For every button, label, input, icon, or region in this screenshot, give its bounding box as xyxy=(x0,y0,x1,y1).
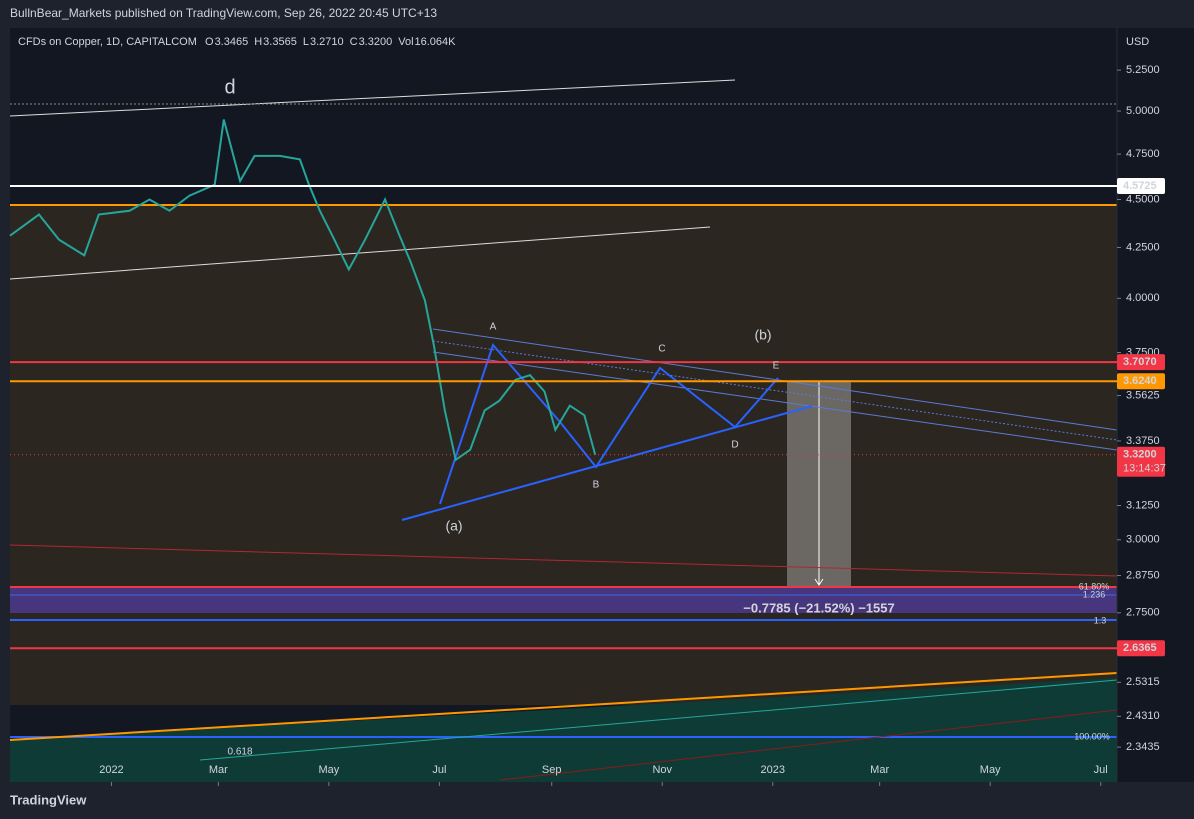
channel-line xyxy=(199,679,1118,761)
price-axis-bg xyxy=(1117,28,1194,782)
ohlc-value: 3.3465 xyxy=(215,36,249,48)
y-tick-label: 2.5315 xyxy=(1126,676,1160,688)
y-tick-label: 2.7500 xyxy=(1126,607,1160,619)
countdown: 13:14:37 xyxy=(1123,463,1166,475)
price-badge-label: 2.6365 xyxy=(1123,642,1157,654)
ohlc-name: Vol xyxy=(398,36,413,48)
ohlc-name: C xyxy=(350,36,358,48)
price-badge xyxy=(1117,446,1165,477)
annotation: 0.618 xyxy=(227,747,252,758)
channel-line xyxy=(432,351,1118,451)
annotation: A xyxy=(490,322,497,333)
price-badge-label: 3.6240 xyxy=(1123,375,1157,387)
y-tick-label: 4.2500 xyxy=(1126,241,1160,253)
trendline xyxy=(9,79,736,117)
annotation: 61.80% xyxy=(1079,581,1110,591)
footer-logo: TradingView xyxy=(10,792,87,807)
y-tick-label: 3.5625 xyxy=(1126,389,1160,401)
currency: USD xyxy=(1126,36,1149,48)
annotation: (b) xyxy=(754,327,771,343)
ohlc-value: 3.3200 xyxy=(359,36,393,48)
y-tick-label: 3.3750 xyxy=(1126,435,1160,447)
x-tick-label: 2023 xyxy=(761,764,785,776)
price-badge xyxy=(1117,354,1165,371)
y-tick-label: 2.3435 xyxy=(1126,741,1160,753)
annotation: (a) xyxy=(445,518,462,534)
y-tick-label: 2.4310 xyxy=(1126,710,1160,722)
x-tick-label: Nov xyxy=(652,764,672,776)
y-tick-label: 4.5000 xyxy=(1126,193,1160,205)
y-tick-label: 5.2500 xyxy=(1126,64,1160,76)
ohlc-name: H xyxy=(254,36,262,48)
ohlc-value: 16.064K xyxy=(415,36,457,48)
y-tick-label: 3.1250 xyxy=(1126,499,1160,511)
x-tick-label: Mar xyxy=(209,764,228,776)
price-badge-label: 3.7070 xyxy=(1123,356,1157,368)
annotation: −0.7785 (−21.52%) −1557 xyxy=(743,600,894,615)
x-tick-label: 2022 xyxy=(99,764,123,776)
annotation: d xyxy=(224,76,235,98)
annotation: E xyxy=(773,361,780,372)
price-badge-label: 3.3200 xyxy=(1123,449,1157,461)
channel-line xyxy=(432,328,1118,431)
x-tick-label: May xyxy=(318,764,339,776)
x-tick-label: Jul xyxy=(1094,764,1108,776)
fib-zone xyxy=(10,587,1117,613)
price-badge-label: 4.5725 xyxy=(1123,180,1157,192)
y-tick-label: 4.0000 xyxy=(1126,292,1160,304)
annotation: 100.00% xyxy=(1074,731,1110,741)
ohlc-name: L xyxy=(303,36,309,48)
channel-line xyxy=(9,672,1118,741)
x-tick-label: Sep xyxy=(542,764,562,776)
symbol: CFDs on Copper, 1D, CAPITALCOM xyxy=(18,36,197,48)
wave-path xyxy=(439,343,779,505)
channel-line xyxy=(499,709,1118,781)
x-tick-label: Jul xyxy=(432,764,446,776)
header: BullnBear_Markets published on TradingVi… xyxy=(10,6,437,20)
annotation: D xyxy=(731,440,738,451)
ohlc-name: O xyxy=(205,36,214,48)
ohlc-value: 3.3565 xyxy=(263,36,297,48)
channel-line xyxy=(432,340,1118,441)
x-tick-label: May xyxy=(980,764,1001,776)
annotation: C xyxy=(658,344,665,355)
x-tick-label: Mar xyxy=(870,764,889,776)
price-line xyxy=(9,119,597,462)
y-tick-label: 2.8750 xyxy=(1126,569,1160,581)
y-tick-label: 4.7500 xyxy=(1126,148,1160,160)
measure-arrowhead xyxy=(814,578,824,586)
trendline xyxy=(9,226,711,280)
price-badge xyxy=(1117,640,1165,657)
trendline xyxy=(9,544,1118,577)
annotation: 1.3 xyxy=(1094,615,1107,625)
ohlc-value: 3.2710 xyxy=(310,36,344,48)
price-badge xyxy=(1117,178,1165,195)
wave-line xyxy=(401,405,813,521)
y-tick-label: 3.0000 xyxy=(1126,534,1160,546)
annotation: B xyxy=(593,480,600,491)
price-badge xyxy=(1117,373,1165,390)
annotation: 1.236 xyxy=(1083,589,1106,599)
y-tick-label: 5.0000 xyxy=(1126,105,1160,117)
